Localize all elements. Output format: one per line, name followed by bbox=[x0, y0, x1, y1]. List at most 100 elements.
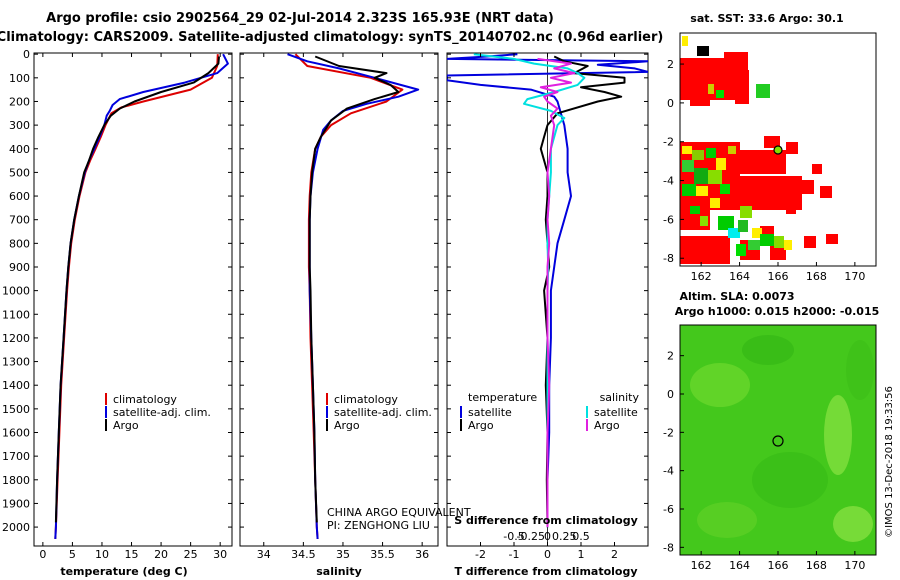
map-y-tick-label: -4 bbox=[663, 465, 674, 478]
sst-cell bbox=[826, 234, 838, 244]
x-tick-label: 34 bbox=[257, 548, 271, 561]
sst-map-ticks: 162 164 166 168 170 2 0 -2 -4 -6 -8 bbox=[663, 58, 865, 283]
x-tick-label: 34.5 bbox=[291, 548, 316, 561]
sla-blob bbox=[846, 340, 874, 400]
map-y-tick-label: 2 bbox=[667, 58, 674, 71]
legend-t-satellite: satellite bbox=[468, 406, 512, 419]
legend-salinity-header: salinity bbox=[600, 391, 640, 404]
sla-blob bbox=[824, 395, 852, 475]
salinity-legend: climatology satellite-adj. clim. Argo bbox=[326, 393, 432, 432]
sst-cell bbox=[786, 202, 796, 214]
x-tick-label: -1 bbox=[509, 548, 520, 561]
series-argo bbox=[54, 56, 220, 523]
map-x-tick-label: 164 bbox=[729, 270, 750, 283]
x-tick-label: 30 bbox=[213, 548, 227, 561]
depth-tick-label: 1500 bbox=[2, 403, 30, 416]
pi-institution: CHINA ARGO EQUIVALENT bbox=[327, 506, 471, 519]
sst-cell bbox=[680, 236, 730, 264]
sla-map-title: Altim. SLA: 0.0073 bbox=[679, 290, 794, 303]
temperature-x-label: temperature (deg C) bbox=[60, 565, 187, 578]
title-line-2: Climatology: CARS2009. Satellite-adjuste… bbox=[0, 30, 663, 45]
sst-map-title: sat. SST: 33.6 Argo: 30.1 bbox=[690, 12, 843, 25]
depth-tick-label: 1600 bbox=[2, 427, 30, 440]
sst-cell bbox=[752, 228, 762, 238]
sst-cell bbox=[738, 220, 748, 232]
depth-tick-label: 200 bbox=[9, 95, 30, 108]
sla-blob bbox=[742, 335, 794, 365]
map-x-tick-label: 166 bbox=[768, 559, 789, 572]
pi-name: PI: ZENGHONG LIU bbox=[327, 519, 430, 532]
temperature-legend: climatology satellite-adj. clim. Argo bbox=[105, 393, 211, 432]
map-y-tick-label: -4 bbox=[663, 175, 674, 188]
salinity-x-label: salinity bbox=[316, 565, 362, 578]
sst-cell bbox=[800, 180, 814, 194]
sst-cell bbox=[692, 150, 704, 160]
difference-salinity-ticks: -0.5-0.25 0 0.250.5 bbox=[503, 530, 589, 543]
difference-legend: temperature satellite Argo salinity sate… bbox=[460, 391, 640, 432]
x-tick-label: 5 bbox=[69, 548, 76, 561]
sst-cell bbox=[774, 236, 784, 248]
map-x-tick-label: 170 bbox=[844, 270, 865, 283]
sst-cell bbox=[804, 236, 816, 248]
salinity-diff-tick-label: -0.25 bbox=[517, 530, 545, 543]
sst-cell bbox=[748, 240, 760, 250]
map-y-tick-label: -2 bbox=[663, 136, 674, 149]
depth-tick-label: 500 bbox=[9, 166, 30, 179]
sst-cell bbox=[708, 84, 714, 94]
sla-blob bbox=[752, 452, 828, 508]
sst-cell bbox=[690, 206, 700, 214]
legend-s-argo: Argo bbox=[594, 419, 620, 432]
map-y-tick-label: 2 bbox=[667, 350, 674, 363]
depth-tick-label: 0 bbox=[23, 48, 30, 61]
difference-series bbox=[447, 53, 648, 546]
salinity-panel: 34 34.5 35 35.5 36 salinity climatology sate… bbox=[239, 52, 471, 578]
sst-cell bbox=[682, 160, 694, 172]
sst-cell bbox=[708, 170, 722, 184]
x-tick-label: 36 bbox=[415, 548, 429, 561]
sst-cell bbox=[697, 46, 709, 56]
map-y-tick-label: -2 bbox=[663, 426, 674, 439]
map-x-tick-label: 170 bbox=[844, 559, 865, 572]
sst-cell bbox=[710, 198, 720, 208]
temperature-series bbox=[54, 53, 229, 539]
sst-cell bbox=[740, 206, 752, 218]
sst-cell bbox=[812, 164, 822, 174]
depth-tick-label: 1900 bbox=[2, 497, 30, 510]
map-y-tick-label: 0 bbox=[667, 97, 674, 110]
sla-map-field bbox=[680, 325, 876, 555]
sla-map: Altim. SLA: 0.0073 Argo h1000: 0.015 h20… bbox=[663, 290, 879, 572]
title-line-1: Argo profile: csio 2902564_29 02-Jul-201… bbox=[46, 11, 554, 26]
salinity-difference-label: S difference from climatology bbox=[454, 514, 638, 527]
sst-cell bbox=[720, 184, 730, 194]
temperature-panel: 0 5 10 15 20 25 30 temperature (deg C) climato… bbox=[33, 52, 233, 578]
sst-cell bbox=[736, 244, 746, 256]
legend-argo: Argo bbox=[334, 419, 360, 432]
salinity-x-ticks: 34 34.5 35 35.5 36 bbox=[240, 53, 438, 561]
x-tick-label: 10 bbox=[95, 548, 109, 561]
series-argo bbox=[308, 55, 400, 523]
x-tick-label: 35.5 bbox=[370, 548, 395, 561]
salinity-diff-tick-label: 0.5 bbox=[572, 530, 590, 543]
sla-blob bbox=[833, 506, 873, 542]
sst-cell bbox=[682, 184, 696, 196]
series-s-argo bbox=[537, 57, 576, 528]
sst-cell bbox=[756, 84, 770, 98]
depth-tick-label: 700 bbox=[9, 214, 30, 227]
legend-satellite: satellite-adj. clim. bbox=[334, 406, 432, 419]
temperature-x-ticks: 0 5 10 15 20 25 30 bbox=[34, 53, 232, 561]
x-tick-label: 2 bbox=[611, 548, 618, 561]
sst-cell bbox=[690, 100, 710, 106]
sst-map-cells bbox=[680, 36, 838, 264]
sla-map-ticks: 162 164 166 168 170 2 0 -2 -4 -6 -8 bbox=[663, 350, 865, 572]
sst-cell bbox=[696, 186, 708, 196]
sla-blob bbox=[697, 502, 757, 538]
depth-tick-label: 1100 bbox=[2, 308, 30, 321]
depth-tick-label: 800 bbox=[9, 237, 30, 250]
depth-tick-label: 300 bbox=[9, 119, 30, 132]
depth-tick-label: 1700 bbox=[2, 450, 30, 463]
argo-position-marker bbox=[772, 435, 784, 447]
map-y-tick-label: 0 bbox=[667, 388, 674, 401]
sst-map: sat. SST: 33.6 Argo: 30.1 162 164 166 168 17… bbox=[663, 12, 877, 283]
map-x-tick-label: 166 bbox=[768, 270, 789, 283]
sst-cell bbox=[718, 216, 734, 230]
